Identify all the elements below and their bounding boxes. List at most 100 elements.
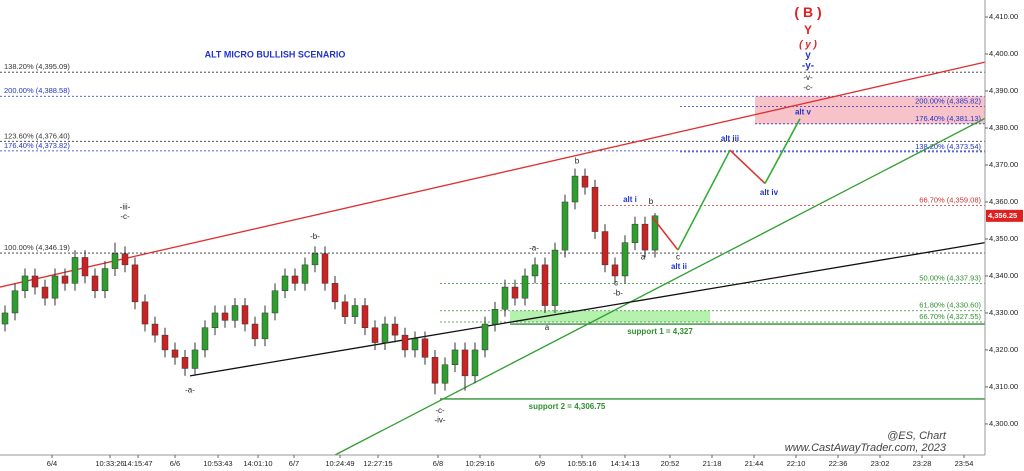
candle-body <box>81 257 89 277</box>
projection-line <box>764 118 801 184</box>
y-tick-label: 4,310.00 <box>989 382 1018 391</box>
candle-body <box>651 215 659 251</box>
candle-body <box>491 309 499 325</box>
candle-body <box>141 301 149 325</box>
candle-body <box>121 253 129 266</box>
candle-body <box>381 323 389 343</box>
candle-body <box>41 286 49 299</box>
candle-body <box>641 223 649 251</box>
x-tick-label: 10:24:49 <box>325 459 354 468</box>
x-tick-label: 21:18 <box>703 459 722 468</box>
y-tick-label: 4,320.00 <box>989 345 1018 354</box>
level-label: 200.00% (4,385.82) <box>915 96 981 105</box>
wave-label: a <box>545 323 550 332</box>
candle-body <box>61 275 69 284</box>
wave-label: -iii- <box>120 203 131 212</box>
support-label: support 1 = 4,327 <box>627 327 693 336</box>
wave-label: -a- <box>529 243 539 252</box>
wave-label: ( B ) <box>794 4 821 20</box>
candle-body <box>31 275 39 288</box>
level-label: 138.20% (4,395.09) <box>4 62 70 71</box>
candle-body <box>401 334 409 351</box>
x-tick-label: 10:53:43 <box>203 459 232 468</box>
candle-body <box>231 305 239 321</box>
candle-body <box>551 249 559 306</box>
candle-body <box>611 264 619 277</box>
wave-label: -iv- <box>434 415 445 424</box>
candle-body <box>171 349 179 358</box>
wave-label: -c- <box>803 83 813 92</box>
x-tick-label: 21:44 <box>745 459 764 468</box>
candle-body <box>21 275 29 292</box>
x-tick-label: 23:28 <box>913 459 932 468</box>
candle-body <box>241 305 249 325</box>
candle-body <box>211 312 219 328</box>
x-tick-label: 14:14:13 <box>610 459 639 468</box>
candle-body <box>541 264 549 306</box>
y-tick-label: 4,410.00 <box>989 12 1018 21</box>
candle-body <box>161 334 169 351</box>
wave-label: -c- <box>435 406 445 415</box>
candle-body <box>1 312 9 325</box>
candle-body <box>561 201 569 251</box>
candle-body <box>421 338 429 358</box>
x-tick-label: 6/6 <box>170 459 180 468</box>
candle-body <box>111 253 119 269</box>
y-tick-label: 4,380.00 <box>989 123 1018 132</box>
candle-body <box>191 349 199 369</box>
zone <box>510 310 710 323</box>
wave-label: -v- <box>803 73 813 82</box>
wave-label: -y- <box>802 60 814 71</box>
x-tick-label: 14:01:10 <box>243 459 272 468</box>
candle-body <box>361 305 369 328</box>
level-label: 176.40% (4,381.13) <box>915 114 981 123</box>
candle-body <box>131 264 139 303</box>
level-label: 100.00% (4,346.19) <box>4 243 70 252</box>
candle-body <box>271 290 279 314</box>
candle-body <box>341 301 349 317</box>
candle-body <box>281 275 289 292</box>
candle-body <box>581 175 589 188</box>
x-tick-label: 23:02 <box>871 459 890 468</box>
level-label: 138.20% (4,373.54) <box>915 142 981 151</box>
candle-body <box>101 268 109 292</box>
y-tick-label: 4,360.00 <box>989 197 1018 206</box>
wave-label: y <box>805 50 811 61</box>
zone <box>755 96 985 124</box>
candle-body <box>91 275 99 292</box>
x-tick-label: 22:10 <box>787 459 806 468</box>
trendline <box>334 117 986 456</box>
watermark: www.CastAwayTrader.com, 2023 <box>785 442 947 454</box>
x-tick-label: 12:27:15 <box>363 459 392 468</box>
trendline <box>0 61 986 288</box>
watermark: @ES, Chart <box>887 430 947 442</box>
candle-body <box>291 275 299 284</box>
candle-body <box>461 349 469 377</box>
candle-body <box>591 186 599 232</box>
trendline <box>189 242 986 377</box>
wave-label: alt v <box>795 108 812 117</box>
wave-label: alt ii <box>671 262 687 271</box>
y-tick-label: 4,350.00 <box>989 234 1018 243</box>
projection-line <box>651 216 679 251</box>
last-price-label: 4,356.25 <box>988 211 1017 220</box>
chart-title: ALT MICRO BULLISH SCENARIO <box>205 49 346 59</box>
wave-label: alt i <box>623 195 637 204</box>
candle-body <box>511 286 519 299</box>
level-label: 176.40% (4,373.82) <box>4 141 70 150</box>
x-tick-label: 20:52 <box>661 459 680 468</box>
y-tick-label: 4,390.00 <box>989 86 1018 95</box>
candle-body <box>201 327 209 351</box>
y-tick-label: 4,300.00 <box>989 419 1018 428</box>
candle-body <box>221 312 229 321</box>
last-price-tag <box>986 209 1023 222</box>
candle-body <box>261 312 269 340</box>
wave-label: -b- <box>310 232 320 241</box>
candle-body <box>351 305 359 317</box>
x-tick-label: 10:29:16 <box>465 459 494 468</box>
candle-body <box>51 275 59 299</box>
candle-body <box>391 323 399 336</box>
y-tick-label: 4,330.00 <box>989 308 1018 317</box>
